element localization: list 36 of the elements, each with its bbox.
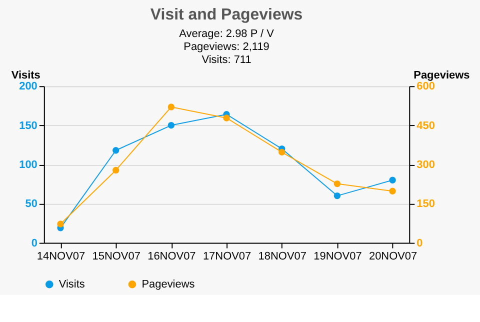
y2-tick-label: 600: [416, 80, 435, 93]
point: [334, 180, 341, 188]
point: [223, 114, 230, 122]
point: [389, 188, 396, 194]
x-tick-label: 14NOV07: [36, 250, 86, 262]
chart-title: Visit and Pageviews: [150, 6, 303, 24]
y-tick-label: 100: [19, 158, 38, 171]
point: [168, 122, 175, 129]
point: [278, 148, 286, 156]
y-tick-label: 150: [19, 120, 38, 132]
x-tick-label: 17NOV07: [202, 250, 252, 262]
legend-label: Visits: [58, 278, 86, 290]
text: Average: 2.98 P / V: [179, 28, 275, 40]
y-tick-label: 0: [31, 237, 38, 250]
x-tick-label: 18NOV07: [258, 250, 306, 262]
y-axis-title: Visits: [11, 70, 40, 82]
y2-tick-label: 300: [416, 158, 435, 171]
point: [389, 176, 396, 184]
x-tick-label: 20NOV07: [368, 250, 418, 262]
point: [334, 192, 341, 200]
x-tick-label: 15NOV07: [92, 250, 140, 262]
x-tick-label: 16NOV07: [148, 250, 196, 262]
y2-tick-label: 150: [416, 198, 435, 210]
legend-label: Pageviews: [142, 278, 196, 290]
point: [57, 220, 64, 228]
point: [112, 166, 120, 174]
y2-tick-label: 0: [416, 237, 423, 250]
text: Visits: 711: [202, 54, 252, 66]
x-tick-label: 19NOV07: [314, 250, 362, 262]
point: [112, 147, 120, 154]
y-tick-label: 50: [25, 198, 38, 210]
y2-axis-title: Pageviews: [414, 70, 470, 82]
y-tick-label: 200: [19, 80, 38, 93]
text: Pageviews: 2,119: [184, 41, 270, 54]
point: [168, 104, 175, 110]
y2-tick-label: 450: [416, 120, 435, 132]
